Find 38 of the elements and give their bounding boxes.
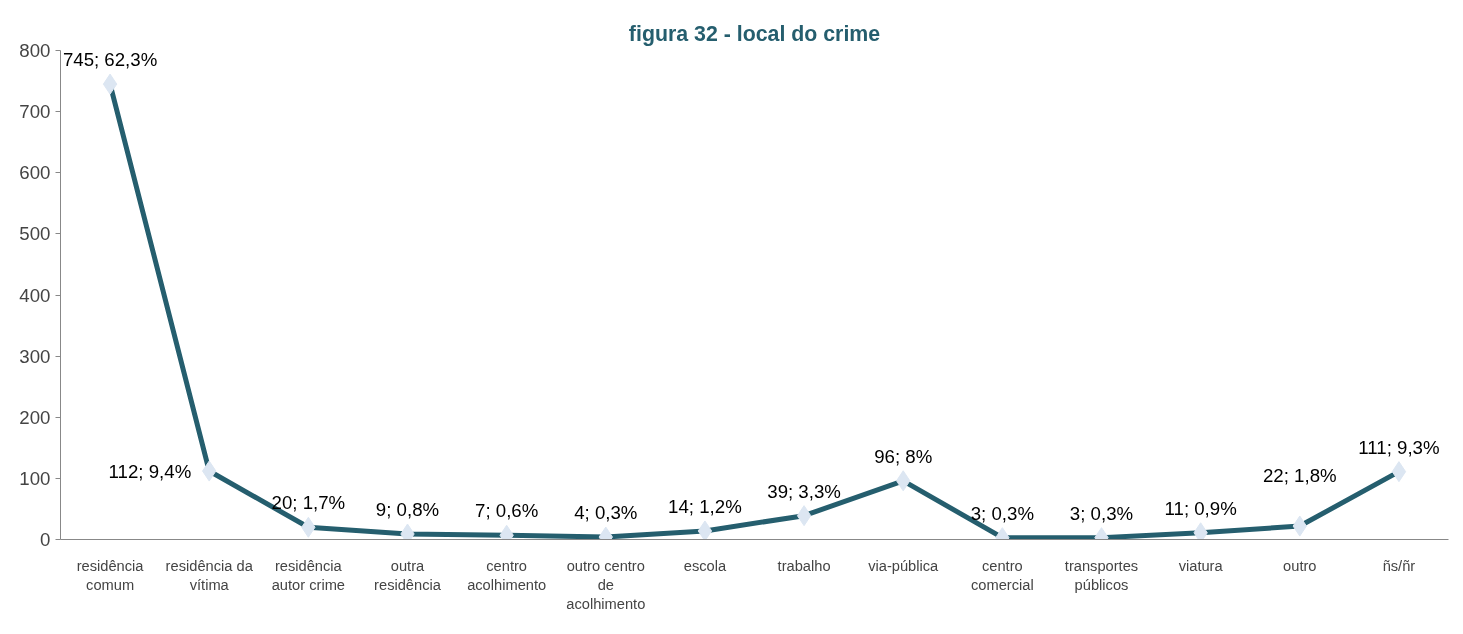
- data-label: 112; 9,4%: [108, 460, 192, 482]
- x-tick-label: residência comum: [76, 557, 145, 593]
- x-tick-label: residência autor crime: [271, 557, 346, 593]
- data-label: 3; 0,3%: [970, 502, 1034, 524]
- x-tick-label: transportes públicos: [1064, 557, 1139, 593]
- x-tick-label: via-pública: [868, 557, 940, 574]
- x-tick-label: centro acolhimento: [467, 557, 547, 593]
- x-tick-label: escola: [683, 557, 727, 574]
- data-label: 22; 1,8%: [1262, 465, 1337, 487]
- y-tick-label: 100: [19, 467, 51, 489]
- x-tick-label: residência da vítima: [165, 557, 254, 593]
- data-label: 20; 1,7%: [271, 492, 346, 514]
- x-tick-label: trabalho: [777, 557, 831, 574]
- y-tick-label: 700: [19, 101, 51, 123]
- x-tick-label: outro: [1283, 557, 1317, 574]
- data-label: 9; 0,8%: [375, 499, 440, 520]
- data-label: 96; 8%: [874, 445, 933, 467]
- data-label: 14; 1,2%: [668, 495, 742, 517]
- x-tick-label: ñs/ñr: [1382, 557, 1416, 574]
- y-tick-label: 800: [19, 40, 51, 61]
- data-label: 111; 9,3%: [1358, 436, 1440, 458]
- data-label: 39; 3,3%: [767, 480, 841, 502]
- x-tick-label: outra residência: [374, 557, 442, 593]
- data-label: 3; 0,3%: [1069, 502, 1134, 524]
- x-tick-label: centro comercial: [971, 557, 1034, 593]
- chart-title: figura 32 - local do crime: [628, 21, 881, 46]
- x-tick-label: outro centro de acolhimento: [566, 557, 646, 612]
- y-tick-label: 300: [19, 345, 51, 367]
- y-tick-label: 600: [19, 162, 51, 184]
- data-label: 11; 0,9%: [1164, 497, 1237, 519]
- x-tick-label: viatura: [1178, 557, 1224, 574]
- y-tick-label: 400: [19, 284, 51, 306]
- data-label: 4; 0,3%: [574, 502, 638, 524]
- data-label: 745; 62,3%: [62, 49, 158, 71]
- y-tick-label: 0: [40, 529, 51, 550]
- y-tick-label: 200: [19, 406, 51, 428]
- data-label: 7; 0,6%: [475, 500, 539, 522]
- y-tick-label: 500: [19, 223, 51, 245]
